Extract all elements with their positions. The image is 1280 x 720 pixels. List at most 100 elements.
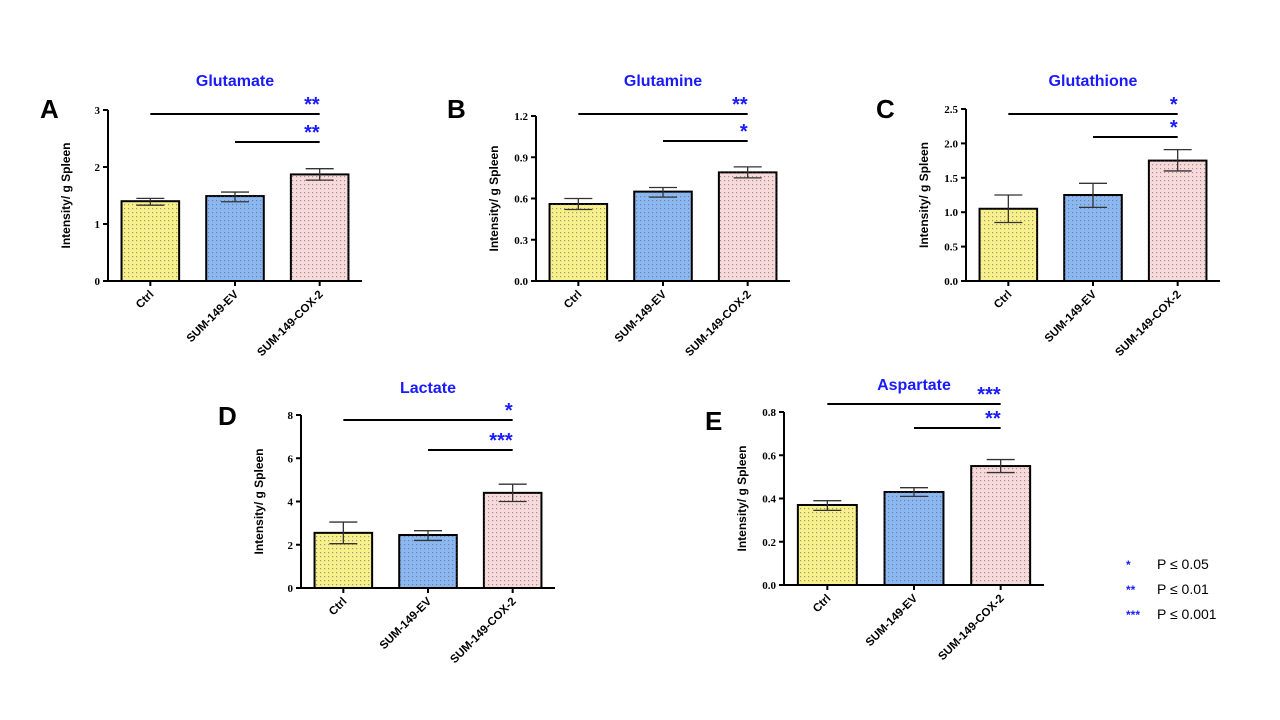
bar-pattern bbox=[549, 204, 608, 281]
y-tick-label: 0.0 bbox=[762, 580, 776, 592]
error-bar bbox=[1079, 182, 1107, 209]
panel-title: Glutathione bbox=[1049, 73, 1138, 90]
significance-stars: ** bbox=[304, 122, 320, 144]
x-tick-label: Ctrl bbox=[562, 289, 584, 311]
x-tick-label: SUM-149-COX-2 bbox=[683, 289, 753, 359]
significance-legend: * P ≤ 0.05 ** P ≤ 0.01 *** P ≤ 0.001 bbox=[1126, 556, 1217, 622]
error-bar bbox=[414, 530, 442, 542]
x-tick-label: SUM-149-EV bbox=[1043, 288, 1100, 345]
error-bar bbox=[564, 197, 593, 211]
y-tick-label: 1.2 bbox=[514, 111, 528, 123]
error-bar bbox=[649, 186, 677, 198]
y-tick-label: 0.3 bbox=[514, 235, 528, 247]
significance-stars: ** bbox=[732, 94, 748, 116]
x-tick-label: SUM-149-COX-2 bbox=[936, 593, 1006, 663]
y-tick-label: 0.9 bbox=[514, 152, 528, 164]
panel-letter: C bbox=[876, 94, 895, 124]
y-tick-label: 0.6 bbox=[514, 194, 528, 206]
panel-letter: A bbox=[40, 94, 59, 124]
y-tick-label: 0 bbox=[288, 583, 294, 595]
legend-text: P ≤ 0.001 bbox=[1157, 606, 1217, 622]
x-tick-label: SUM-149-EV bbox=[185, 288, 242, 345]
y-tick-label: 1 bbox=[95, 219, 101, 231]
significance-stars: * bbox=[1170, 117, 1178, 139]
legend-stars: * bbox=[1126, 558, 1131, 572]
error-bar bbox=[498, 483, 527, 503]
panel-letter: B bbox=[447, 94, 466, 124]
y-tick-label: 0.4 bbox=[762, 494, 776, 506]
error-bar bbox=[136, 197, 165, 206]
y-axis-label: Intensity/ g Spleen bbox=[917, 142, 931, 248]
error-bar bbox=[813, 500, 842, 512]
panel-title: Glutamine bbox=[624, 73, 702, 90]
x-tick-label: SUM-149-COX-2 bbox=[1113, 289, 1183, 359]
legend-stars: ** bbox=[1126, 583, 1136, 597]
y-tick-label: 0 bbox=[95, 276, 101, 288]
error-bar bbox=[733, 166, 762, 179]
significance-stars: * bbox=[1170, 94, 1178, 116]
error-bar bbox=[986, 458, 1015, 474]
panel-a: A Glutamate Intensity/ g Spleen 0 1 2 3 Ctrl SUM… bbox=[40, 73, 362, 359]
significance-stars: * bbox=[740, 121, 748, 143]
panel-e: E Aspartate Intensity/ g Spleen 0.0 0.2 0.4 0.… bbox=[705, 377, 1044, 663]
bar-pattern bbox=[399, 535, 457, 588]
x-tick-label: Ctrl bbox=[811, 593, 833, 615]
significance-stars: *** bbox=[977, 384, 1001, 406]
y-tick-label: 6 bbox=[288, 453, 294, 465]
bar-pattern bbox=[884, 492, 944, 585]
panel-letter: D bbox=[218, 401, 237, 431]
legend-text: P ≤ 0.05 bbox=[1157, 556, 1209, 572]
y-axis-label: Intensity/ g Spleen bbox=[252, 448, 266, 554]
y-axis-label: Intensity/ g Spleen bbox=[487, 145, 501, 251]
bar-pattern bbox=[971, 466, 1031, 585]
bar-pattern bbox=[797, 504, 857, 585]
y-tick-label: 0.0 bbox=[514, 276, 528, 288]
y-tick-label: 2 bbox=[288, 540, 294, 552]
error-bar bbox=[994, 194, 1023, 224]
x-tick-label: Ctrl bbox=[327, 596, 349, 618]
y-tick-label: 0.2 bbox=[762, 537, 776, 549]
error-bar bbox=[900, 487, 928, 497]
y-tick-label: 1.0 bbox=[944, 207, 958, 219]
y-tick-label: 8 bbox=[288, 410, 294, 422]
panel-title: Lactate bbox=[400, 380, 456, 397]
panel-letter: E bbox=[705, 406, 722, 436]
bar-pattern bbox=[634, 191, 692, 281]
y-tick-label: 4 bbox=[288, 497, 294, 509]
panel-title: Glutamate bbox=[196, 73, 274, 90]
significance-stars: * bbox=[505, 400, 513, 422]
significance-stars: ** bbox=[304, 94, 320, 116]
error-bar bbox=[1163, 148, 1192, 172]
y-tick-label: 0.5 bbox=[944, 242, 958, 254]
panel-c: C Glutathione Intensity/ g Spleen 0.0 0.5 1.0… bbox=[876, 73, 1220, 359]
bar-pattern bbox=[1148, 160, 1207, 281]
bar-pattern bbox=[290, 174, 349, 281]
significance-stars: *** bbox=[489, 430, 513, 452]
legend-text: P ≤ 0.01 bbox=[1157, 581, 1209, 597]
y-axis-label: Intensity/ g Spleen bbox=[59, 142, 73, 248]
y-tick-label: 2.0 bbox=[944, 138, 958, 150]
x-tick-label: SUM-149-EV bbox=[864, 592, 921, 649]
panel-title: Aspartate bbox=[877, 377, 951, 394]
y-tick-label: 0.8 bbox=[762, 407, 776, 419]
bar-pattern bbox=[483, 492, 542, 588]
y-tick-label: 0.0 bbox=[944, 276, 958, 288]
y-tick-label: 0.6 bbox=[762, 450, 776, 462]
bar-pattern bbox=[1064, 195, 1122, 281]
x-tick-label: SUM-149-EV bbox=[613, 288, 670, 345]
panel-d: D Lactate Intensity/ g Spleen 0 2 4 6 8 Ctrl SUM-… bbox=[218, 380, 555, 666]
error-bar bbox=[329, 521, 358, 545]
x-tick-label: Ctrl bbox=[134, 289, 156, 311]
y-tick-label: 2 bbox=[95, 162, 101, 174]
bar-pattern bbox=[718, 172, 777, 281]
error-bar bbox=[221, 191, 249, 203]
y-tick-label: 1.5 bbox=[944, 173, 958, 185]
y-tick-label: 3 bbox=[95, 105, 101, 117]
y-axis-label: Intensity/ g Spleen bbox=[735, 445, 749, 551]
x-tick-label: SUM-149-EV bbox=[378, 595, 435, 652]
x-tick-label: SUM-149-COX-2 bbox=[448, 596, 518, 666]
bar-pattern bbox=[206, 196, 264, 281]
panel-b: B Glutamine Intensity/ g Spleen 0.0 0.3 0.6 0.… bbox=[447, 73, 790, 359]
bar-pattern bbox=[121, 201, 180, 281]
